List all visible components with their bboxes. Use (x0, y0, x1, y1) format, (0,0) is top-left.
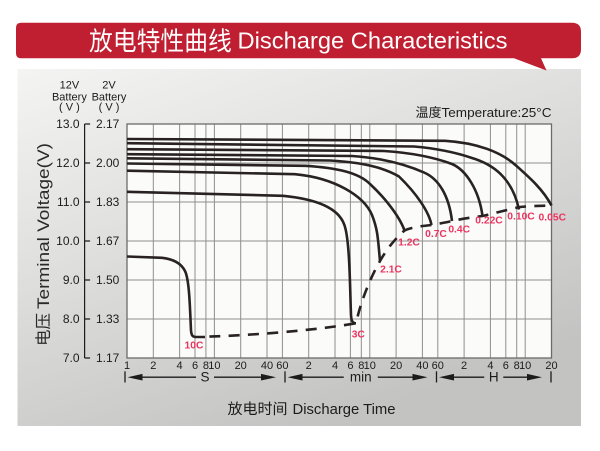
svg-text:10: 10 (364, 360, 376, 372)
svg-text:0.4C: 0.4C (448, 225, 470, 236)
svg-text:0.10C: 0.10C (507, 212, 535, 223)
svg-text:40: 40 (416, 360, 428, 372)
svg-text:4: 4 (177, 360, 183, 372)
svg-text:1.83: 1.83 (96, 195, 120, 209)
svg-text:0.05C: 0.05C (539, 213, 567, 224)
svg-text:4: 4 (487, 360, 493, 372)
svg-text:min: min (350, 370, 372, 385)
svg-text:20: 20 (390, 360, 402, 372)
svg-text:13.0: 13.0 (56, 117, 80, 131)
svg-text:60: 60 (432, 360, 444, 372)
svg-text:10C: 10C (185, 341, 204, 352)
svg-text:1.2C: 1.2C (398, 238, 420, 249)
svg-text:9.0: 9.0 (63, 273, 80, 287)
svg-text:4: 4 (332, 360, 338, 372)
svg-text:0.22C: 0.22C (475, 216, 503, 227)
svg-text:8: 8 (203, 360, 209, 372)
svg-text:6: 6 (192, 360, 198, 372)
svg-text:12V: 12V (60, 80, 80, 92)
svg-text:Battery: Battery (92, 92, 127, 104)
svg-text:Battery: Battery (52, 92, 87, 104)
svg-text:8: 8 (514, 360, 520, 372)
svg-text:2.17: 2.17 (96, 117, 120, 131)
svg-text:2.00: 2.00 (96, 156, 120, 170)
svg-text:Temperature:25°C: Temperature:25°C (442, 105, 552, 120)
svg-text:S: S (200, 370, 209, 385)
svg-text:2: 2 (150, 360, 156, 372)
svg-text:Discharge Time: Discharge Time (293, 401, 396, 418)
svg-text:1.17: 1.17 (96, 351, 120, 365)
svg-text:10: 10 (208, 360, 220, 372)
svg-text:Discharge Characteristics: Discharge Characteristics (238, 28, 508, 54)
svg-text:8: 8 (358, 360, 364, 372)
svg-text:6: 6 (347, 360, 353, 372)
svg-text:( V ): ( V ) (59, 102, 80, 114)
svg-text:H: H (489, 370, 499, 385)
svg-text:Terminal Voltage(V): Terminal Voltage(V) (35, 143, 53, 309)
svg-text:1.33: 1.33 (96, 312, 120, 326)
svg-text:1: 1 (124, 360, 130, 372)
svg-text:3C: 3C (352, 330, 366, 341)
svg-text:2: 2 (461, 360, 467, 372)
svg-text:2.1C: 2.1C (380, 265, 402, 276)
svg-text:1.67: 1.67 (96, 234, 120, 248)
svg-text:2: 2 (306, 360, 312, 372)
svg-text:20: 20 (235, 360, 247, 372)
svg-text:( V ): ( V ) (99, 102, 120, 114)
svg-text:7.0: 7.0 (63, 351, 80, 365)
svg-text:11.0: 11.0 (57, 195, 80, 209)
svg-text:20: 20 (545, 360, 557, 372)
svg-text:12.0: 12.0 (56, 156, 80, 170)
svg-text:10: 10 (519, 360, 531, 372)
svg-text:60: 60 (276, 360, 288, 372)
svg-text:10.0: 10.0 (56, 234, 80, 248)
svg-text:1.50: 1.50 (96, 273, 120, 287)
svg-text:6: 6 (503, 360, 509, 372)
svg-text:40: 40 (261, 360, 273, 372)
svg-text:0.7C: 0.7C (425, 229, 447, 240)
svg-text:8.0: 8.0 (63, 312, 80, 326)
svg-text:2V: 2V (102, 80, 116, 92)
